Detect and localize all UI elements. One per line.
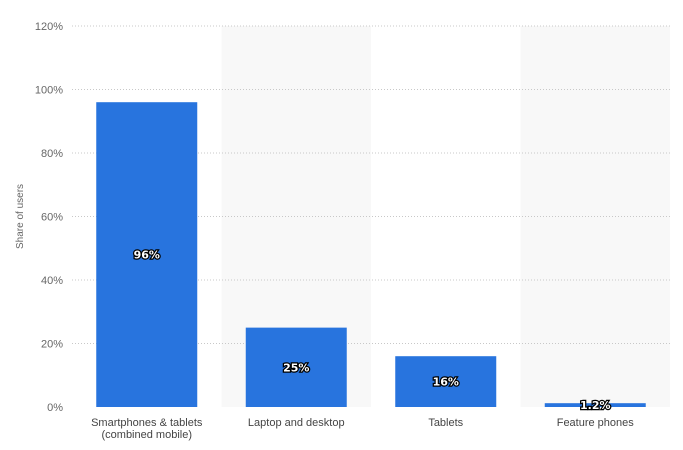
data-label: 25% [283,361,309,374]
x-tick-label-line: Tablets [428,417,463,429]
x-tick-label-line: Smartphones & tablets [91,417,203,429]
bar [395,356,497,407]
data-label: 96% [134,249,160,262]
bar [96,102,198,407]
y-tick-label: 80% [41,148,63,160]
x-tick-label-line: Laptop and desktop [248,417,345,429]
x-tick-label: Tablets [428,417,463,429]
x-tick-label: Feature phones [557,417,635,429]
x-tick-label-line: Feature phones [557,417,635,429]
y-axis-label: Share of users [15,184,26,249]
y-tick-label: 120% [35,21,63,33]
bar [544,403,646,407]
y-tick-label: 40% [41,275,63,287]
y-tick-label: 20% [41,339,63,351]
bars [96,102,646,407]
x-tick-label: Laptop and desktop [248,417,345,429]
y-tick-label: 100% [35,85,63,97]
x-axis-ticks: Smartphones & tablets (combined mobile) La… [91,417,634,441]
bar [245,327,347,407]
x-tick-label-line: (combined mobile) [102,429,192,441]
x-tick-label: Smartphones & tablets (combined mobile) [91,417,203,441]
data-labels: 96% 25% 16% 1.2% [132,247,611,413]
data-label: 16% [433,376,459,389]
y-tick-label: 0% [47,402,63,414]
y-axis-ticks: 0% 20% 40% 60% 80% 100% 120% [35,21,63,414]
background-band [520,26,670,407]
data-label: 1.2% [580,399,611,412]
y-tick-label: 60% [41,212,63,224]
